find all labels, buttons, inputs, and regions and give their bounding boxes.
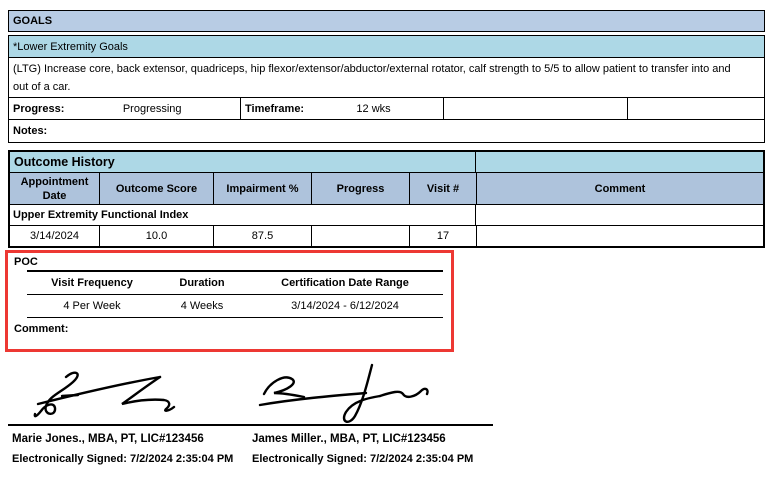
outcome-history-title: Outcome History <box>10 152 476 172</box>
goal-empty-cell-2 <box>628 98 764 119</box>
poc-values-row: 4 Per Week 4 Weeks 3/14/2024 - 6/12/2024 <box>27 295 443 318</box>
signer-name-1: Marie Jones., MBA, PT, LIC#123456 <box>12 433 204 445</box>
instrument-row: Upper Extremity Functional Index <box>10 205 763 226</box>
outcome-data-row: 3/14/2024 10.0 87.5 17 <box>10 226 763 246</box>
cell-appointment-date: 3/14/2024 <box>10 226 100 246</box>
outcome-history-title-row: Outcome History <box>10 152 763 173</box>
timeframe-label: Timeframe: <box>245 102 305 115</box>
signature-image-marie-jones <box>33 371 176 418</box>
outcome-history-table: Outcome History Appointment Date Outcome… <box>8 150 765 248</box>
poc-highlight-box: POC Visit Frequency Duration Certificati… <box>5 250 454 352</box>
cell-impairment: 87.5 <box>214 226 312 246</box>
goal-subtitle: *Lower Extremity Goals <box>13 40 128 53</box>
poc-comment-label: Comment: <box>14 323 69 335</box>
col-header-impairment: Impairment % <box>214 173 312 204</box>
notes-label: Notes: <box>13 125 48 137</box>
goal-notes-row: Notes: <box>9 120 764 142</box>
goal-subtitle-row: *Lower Extremity Goals <box>9 36 764 58</box>
col-header-appointment-date: Appointment Date <box>10 173 100 204</box>
poc-col-visit-frequency: Visit Frequency <box>51 277 133 289</box>
cell-visit-num: 17 <box>410 226 477 246</box>
col-header-outcome-score: Outcome Score <box>100 173 214 204</box>
cell-outcome-score: 10.0 <box>100 226 214 246</box>
goal-timeframe-cell: Timeframe: 12 wks <box>241 98 444 119</box>
poc-table: Visit Frequency Duration Certification D… <box>27 270 443 318</box>
poc-col-cert-date-range: Certification Date Range <box>281 277 409 289</box>
goal-empty-cell-1 <box>444 98 628 119</box>
cell-progress <box>312 226 410 246</box>
progress-label: Progress: <box>13 102 65 115</box>
goals-table: *Lower Extremity Goals (LTG) Increase co… <box>8 35 765 143</box>
goal-ltg-text: (LTG) Increase core, back extensor, quad… <box>9 58 764 98</box>
instrument-comment-cell <box>476 205 763 225</box>
signed-timestamp-2: Electronically Signed: 7/2/2024 2:35:04 … <box>252 453 474 465</box>
signer-name-2: James Miller., MBA, PT, LIC#123456 <box>252 433 446 445</box>
poc-duration-value: 4 Weeks <box>180 300 224 312</box>
poc-visit-frequency-value: 4 Per Week <box>63 300 121 312</box>
col-header-comment: Comment <box>477 173 763 204</box>
cell-comment <box>477 226 763 246</box>
col-header-progress: Progress <box>312 173 410 204</box>
signature-underline <box>8 424 493 426</box>
poc-title: POC <box>14 256 38 268</box>
outcome-history-column-headers: Appointment Date Outcome Score Impairmen… <box>10 173 763 205</box>
instrument-name: Upper Extremity Functional Index <box>10 205 476 225</box>
col-header-visit-num: Visit # <box>410 173 477 204</box>
goal-progress-cell: Progress: Progressing <box>9 98 241 119</box>
signed-timestamp-1: Electronically Signed: 7/2/2024 2:35:04 … <box>12 453 234 465</box>
poc-cert-date-range-value: 3/14/2024 - 6/12/2024 <box>291 300 399 312</box>
poc-col-duration: Duration <box>179 277 225 289</box>
poc-header-row: Visit Frequency Duration Certification D… <box>27 272 443 295</box>
goals-section-header: GOALS <box>8 10 765 32</box>
goal-progress-timeframe-row: Progress: Progressing Timeframe: 12 wks <box>9 98 764 120</box>
goals-title: GOALS <box>13 15 53 27</box>
outcome-history-title-spacer <box>476 152 763 172</box>
signature-image-james-miller <box>258 363 429 423</box>
progress-value: Progressing <box>122 102 182 115</box>
timeframe-value: 12 wks <box>356 102 391 115</box>
